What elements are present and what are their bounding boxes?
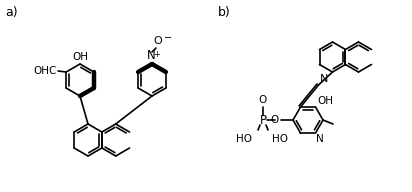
Text: HO: HO (272, 134, 288, 144)
Text: +: + (154, 50, 160, 59)
Text: N: N (319, 74, 328, 84)
Text: a): a) (5, 6, 18, 19)
Text: O: O (259, 95, 267, 105)
Text: HO: HO (236, 134, 252, 144)
Text: OH: OH (318, 96, 333, 106)
Text: N: N (147, 49, 155, 62)
Text: b): b) (218, 6, 231, 19)
Text: OH: OH (72, 52, 88, 62)
Text: N: N (316, 134, 324, 144)
Text: O: O (154, 36, 162, 46)
Text: O: O (271, 115, 279, 125)
Text: −: − (164, 33, 172, 43)
Text: P: P (260, 113, 267, 127)
Text: OHC: OHC (34, 66, 57, 76)
